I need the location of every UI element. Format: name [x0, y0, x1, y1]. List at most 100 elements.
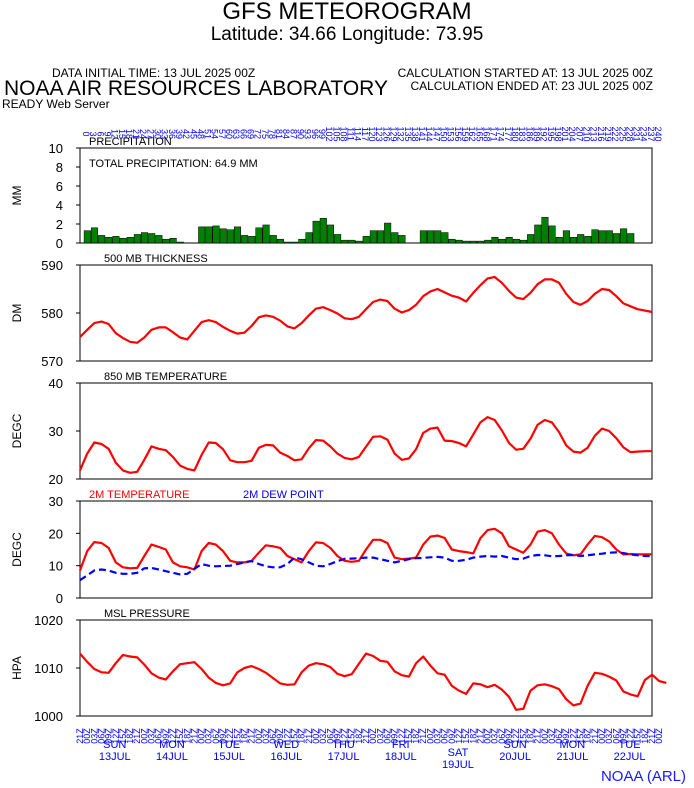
y-tick-label: 6: [56, 179, 63, 194]
precip-bar: [241, 235, 249, 244]
location-subtitle: Latitude: 34.66 Longitude: 73.95: [210, 24, 484, 45]
y-axis-label: DM: [10, 304, 24, 323]
date-label: 20JUL: [499, 751, 531, 763]
bottom-hour-label: 12Z: [397, 728, 407, 744]
panel-title: 850 MB TEMPERATURE: [104, 371, 227, 383]
panel-frame: [79, 500, 653, 599]
top-axis-label: 150: [439, 126, 449, 141]
panel-annotation: TOTAL PRECIPITATION: 64.9 MM: [89, 158, 258, 170]
bottom-hour-label: 06Z: [382, 728, 392, 744]
top-axis-label: 126: [381, 126, 391, 141]
precip-bar: [384, 222, 392, 244]
day-label: TUE: [619, 739, 641, 751]
bottom-hour-label: 18Z: [411, 728, 421, 744]
bottom-hour-label: 06Z: [611, 728, 621, 744]
bottom-hour-label: 21Z: [590, 728, 600, 744]
bottom-hour-label: 12Z: [282, 728, 292, 744]
top-axis-label: 93: [303, 129, 313, 139]
top-axis-label: 69: [245, 129, 255, 139]
precip-bar: [541, 217, 549, 244]
precip-bar: [627, 233, 635, 244]
top-axis-label: 96: [310, 129, 320, 139]
top-axis-label: 129: [388, 126, 398, 141]
y-tick-label: 0: [56, 236, 63, 251]
bottom-hour-label: 00Z: [483, 728, 493, 744]
top-axis-label: 81: [274, 129, 284, 139]
bottom-hour-label: 21Z: [247, 728, 257, 744]
bottom-hour-label: 03Z: [204, 728, 214, 744]
panel-title: PRECIPITATION: [89, 136, 172, 148]
top-axis-label: 132: [396, 126, 406, 141]
precip-bar: [434, 230, 442, 244]
top-axis-label: 0: [81, 131, 91, 136]
top-axis-label: 15: [117, 129, 127, 139]
top-axis-label: 162: [467, 126, 477, 141]
y-tick-label: 20: [49, 472, 63, 487]
top-axis-label: 240: [653, 126, 663, 141]
precip-bar: [455, 239, 463, 244]
chart-title: GFS METEOROGRAM: [222, 0, 472, 25]
panel-frame: [79, 264, 653, 362]
precip-bar: [519, 239, 528, 244]
bottom-hour-label: 12Z: [511, 728, 521, 744]
top-axis-label: 24: [138, 129, 148, 139]
top-axis-label: 120: [367, 126, 377, 141]
y-tick-label: 2: [56, 217, 63, 232]
top-axis-label: 186: [524, 126, 534, 141]
top-axis-label: 105: [331, 126, 341, 141]
bottom-hour-label: 15Z: [633, 728, 643, 744]
precip-bar: [376, 230, 385, 244]
day-label: MON: [159, 739, 185, 751]
top-axis-label: 135: [403, 126, 413, 141]
precip-bar: [612, 233, 620, 244]
precip-bar: [133, 234, 141, 244]
noaa-credit: NOAA (ARL): [600, 768, 686, 785]
top-axis-label: 39: [174, 129, 184, 139]
bottom-hour-label: 00Z: [139, 728, 149, 744]
bottom-hour-label: 15Z: [576, 728, 586, 744]
y-axis-label: HPA: [10, 656, 24, 680]
top-axis-label: 183: [517, 126, 527, 141]
y-tick-label: 40: [49, 376, 63, 391]
top-axis-label: 45: [188, 129, 198, 139]
top-axis-label: 12: [110, 129, 120, 139]
precip-bar: [334, 234, 342, 244]
top-axis-label: 153: [446, 126, 456, 141]
bottom-hour-label: 15Z: [518, 728, 528, 744]
day-label: WED: [274, 739, 300, 751]
bottom-hour-label: 00Z: [540, 728, 550, 744]
bottom-hour-label: 03Z: [490, 728, 500, 744]
top-axis-label: 3: [88, 131, 98, 136]
top-axis-label: 156: [453, 126, 463, 141]
y-tick-label: 4: [56, 198, 63, 213]
precip-bar: [90, 227, 99, 244]
top-axis-label: 216: [596, 126, 606, 141]
bottom-hour-label: 21Z: [304, 728, 314, 744]
precip-bar: [219, 228, 227, 244]
bottom-hour-label: 06Z: [211, 728, 221, 744]
top-axis-label: 78: [267, 129, 277, 139]
bottom-hour-label: 09Z: [390, 728, 400, 744]
top-axis-label: 171: [489, 126, 499, 141]
panel-title: 500 MB THICKNESS: [104, 253, 208, 265]
bottom-hour-label: 06Z: [325, 728, 335, 744]
top-axis-label: 177: [503, 126, 513, 141]
precip-bar: [555, 237, 563, 244]
precip-bar: [591, 229, 599, 244]
top-axis-label: 21: [131, 129, 141, 139]
y-tick-label: 570: [41, 354, 63, 369]
top-axis-label: 198: [553, 126, 563, 141]
y-tick-label: 590: [41, 258, 63, 273]
bottom-hour-label: 00Z: [425, 728, 435, 744]
bottom-hour-label: 09Z: [447, 728, 457, 744]
initial-time: DATA INITIAL TIME: 13 JUL 2025 00Z: [52, 66, 256, 80]
day-label: THU: [332, 739, 355, 751]
precip-bar: [512, 238, 520, 244]
precip-bar: [469, 240, 477, 244]
top-axis-label: 207: [574, 126, 584, 141]
bottom-hour-label: 12Z: [168, 728, 178, 744]
panel-frame: [79, 619, 653, 717]
precip-bar: [562, 230, 570, 244]
top-axis-label: 72: [253, 129, 263, 139]
series-line: [78, 527, 652, 571]
